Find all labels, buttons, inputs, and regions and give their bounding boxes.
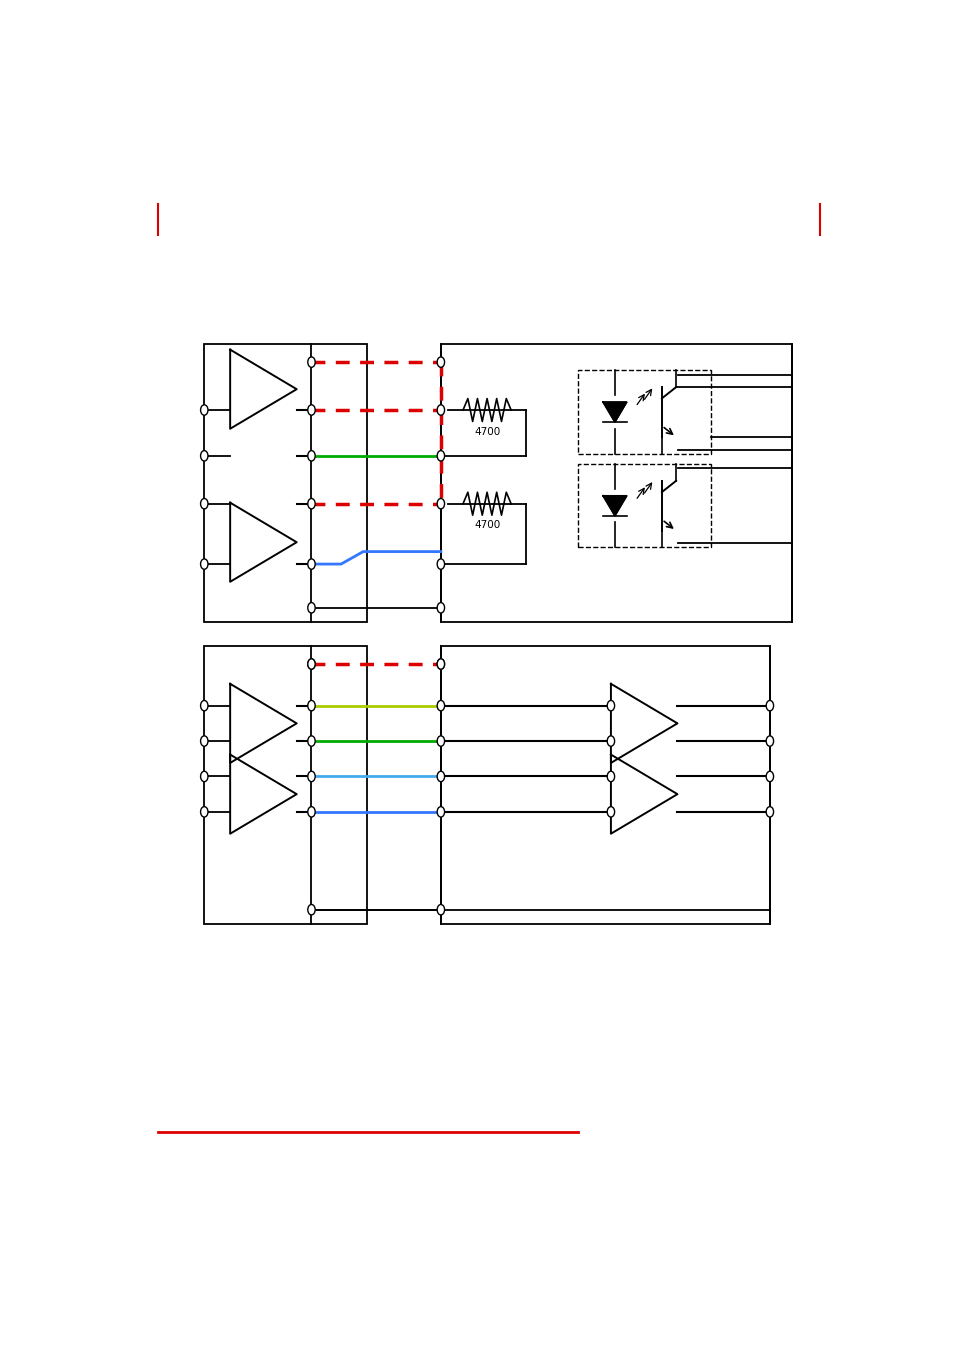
Circle shape	[436, 658, 444, 669]
Text: 4700: 4700	[474, 427, 499, 437]
Circle shape	[436, 807, 444, 817]
Bar	[204, 646, 367, 925]
Circle shape	[436, 771, 444, 781]
Circle shape	[436, 558, 444, 569]
Circle shape	[436, 700, 444, 711]
Bar	[204, 345, 367, 622]
Circle shape	[765, 735, 773, 746]
Circle shape	[308, 735, 314, 746]
Circle shape	[308, 700, 314, 711]
Circle shape	[308, 450, 314, 461]
Circle shape	[308, 603, 314, 612]
Circle shape	[606, 700, 614, 711]
Circle shape	[308, 558, 314, 569]
Circle shape	[308, 771, 314, 781]
Circle shape	[308, 404, 314, 415]
Circle shape	[765, 807, 773, 817]
Circle shape	[436, 603, 444, 612]
Circle shape	[200, 735, 208, 746]
Circle shape	[436, 735, 444, 746]
Circle shape	[436, 357, 444, 368]
Circle shape	[308, 499, 314, 508]
Bar	[440, 646, 769, 925]
Circle shape	[200, 700, 208, 711]
Circle shape	[308, 658, 314, 669]
Circle shape	[308, 658, 314, 669]
Circle shape	[308, 357, 314, 368]
Circle shape	[308, 904, 314, 915]
Polygon shape	[602, 496, 626, 515]
Circle shape	[436, 904, 444, 915]
Circle shape	[200, 499, 208, 508]
Polygon shape	[602, 402, 626, 422]
Circle shape	[200, 558, 208, 569]
Circle shape	[606, 807, 614, 817]
Circle shape	[606, 771, 614, 781]
Bar	[577, 370, 710, 454]
Bar	[440, 345, 791, 622]
Circle shape	[765, 771, 773, 781]
Circle shape	[436, 658, 444, 669]
Circle shape	[436, 499, 444, 508]
Circle shape	[765, 700, 773, 711]
Circle shape	[200, 450, 208, 461]
Circle shape	[200, 771, 208, 781]
Text: 4700: 4700	[474, 521, 499, 530]
Circle shape	[436, 450, 444, 461]
Circle shape	[308, 807, 314, 817]
Circle shape	[436, 404, 444, 415]
Circle shape	[200, 404, 208, 415]
Bar	[577, 464, 710, 548]
Circle shape	[606, 735, 614, 746]
Circle shape	[200, 807, 208, 817]
